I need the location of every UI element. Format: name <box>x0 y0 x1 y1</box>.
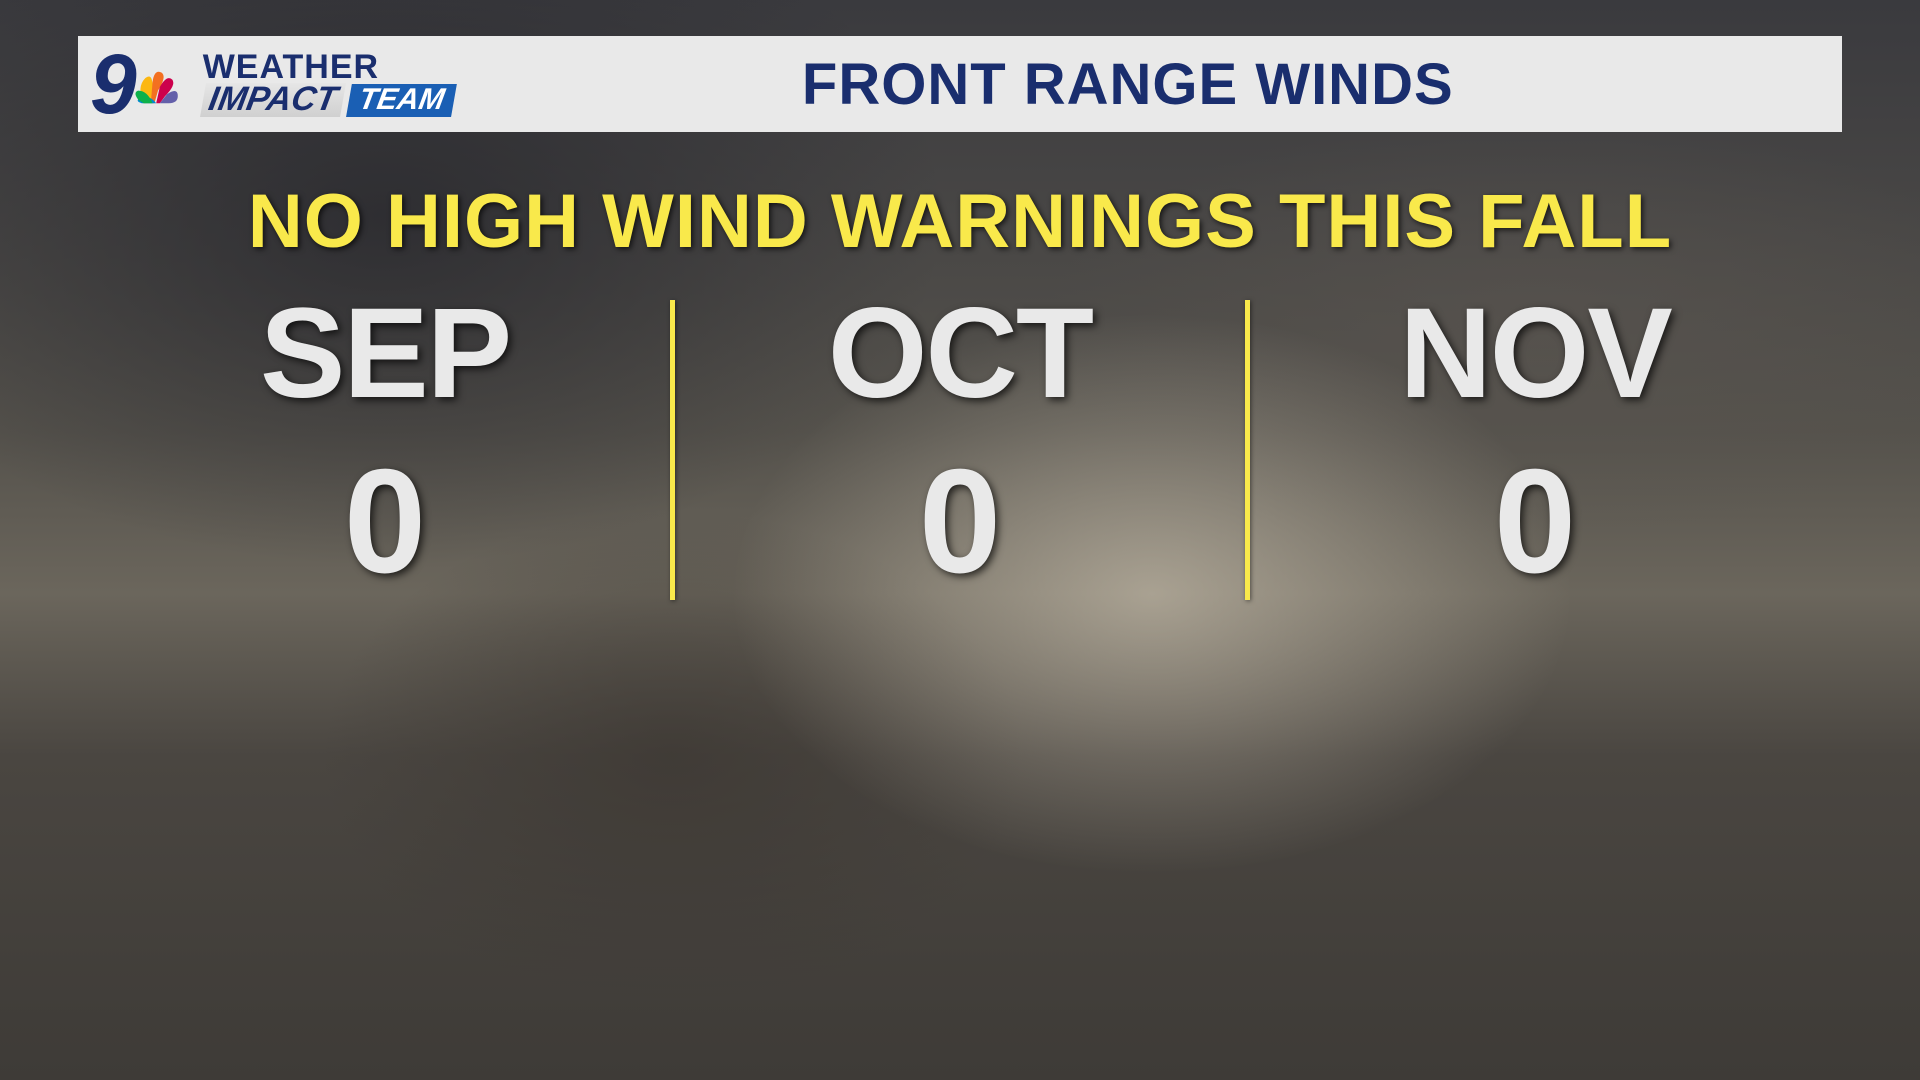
month-value: 0 <box>100 448 670 596</box>
month-label: SEP <box>100 290 670 418</box>
header-bar: 9 WEATHER IMPACT TEAM FRONT RANGE WINDS <box>78 36 1842 132</box>
weather-graphic-background: 9 WEATHER IMPACT TEAM FRONT RANGE WINDS … <box>0 0 1920 1080</box>
station-number: 9 <box>90 42 133 126</box>
month-label: OCT <box>675 290 1245 418</box>
data-columns: SEP 0 OCT 0 NOV 0 <box>100 290 1820 610</box>
brand-team-text: TEAM <box>346 84 457 117</box>
column-oct: OCT 0 <box>675 290 1245 596</box>
month-label: NOV <box>1250 290 1820 418</box>
nbc-peacock-icon <box>131 60 185 114</box>
graphic-title: FRONT RANGE WINDS <box>474 51 1842 118</box>
month-value: 0 <box>1250 448 1820 596</box>
month-value: 0 <box>675 448 1245 596</box>
column-nov: NOV 0 <box>1250 290 1820 596</box>
weather-impact-team-label: WEATHER IMPACT TEAM <box>203 51 454 118</box>
subheadline: NO HIGH WIND WARNINGS THIS FALL <box>0 178 1920 265</box>
brand-weather-text: WEATHER <box>203 51 454 83</box>
brand-impact-text: IMPACT <box>200 83 346 117</box>
station-logo: 9 WEATHER IMPACT TEAM <box>78 36 474 132</box>
column-sep: SEP 0 <box>100 290 670 596</box>
